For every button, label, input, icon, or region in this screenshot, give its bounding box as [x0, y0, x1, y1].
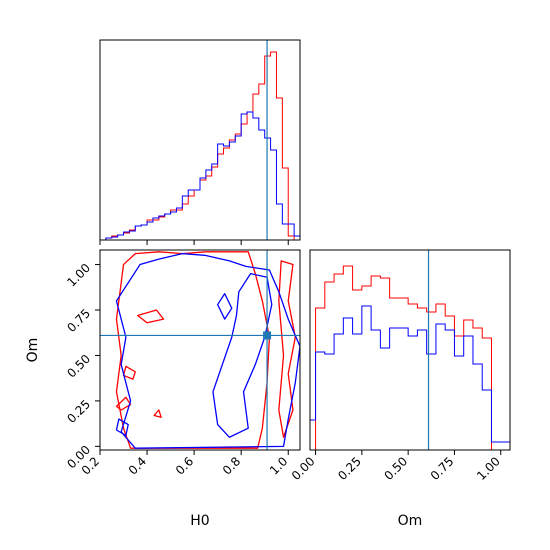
hist-om-frame — [309, 249, 511, 451]
contour-frame — [99, 249, 301, 451]
hist-h0-frame — [99, 39, 301, 241]
contour-run_b-3 — [115, 418, 129, 437]
contour-truth-marker — [263, 331, 272, 340]
contour-run_b-1 — [212, 272, 273, 438]
hist-om-xtick-label-4: 1.00 — [474, 454, 503, 483]
hist-om-xtick-label-2: 0.50 — [381, 454, 410, 483]
contour-run_a-2 — [136, 309, 165, 324]
contour-ytick-label-4: 1.00 — [64, 261, 93, 290]
hist-om-xtick-label-1: 0.25 — [335, 454, 364, 483]
contour-ytick-label-2: 0.50 — [64, 352, 93, 381]
contour-ytick-label-1: 0.25 — [64, 397, 93, 426]
contour-run_b-0 — [115, 252, 300, 449]
contour-run_a-1 — [278, 260, 296, 438]
contour-run_a-5 — [153, 409, 162, 418]
contour-series — [115, 251, 300, 449]
contour-xtick-label-1: 0.4 — [126, 454, 149, 477]
hist-om-run_a — [310, 265, 510, 450]
contour-run_a-4 — [115, 396, 132, 411]
hist-h0-series — [105, 51, 300, 240]
x-axis-label-om: Om — [398, 513, 423, 529]
hist-om-run_b — [310, 305, 510, 450]
contour-run_a-3 — [122, 365, 136, 380]
hist-om-xtick-label-3: 0.75 — [428, 454, 457, 483]
contour-xtick-label-4: 1.0 — [267, 454, 290, 477]
hist-om-series — [310, 265, 510, 450]
hist-h0-run_b — [105, 111, 300, 240]
x-axis-label-h0: H0 — [190, 513, 209, 529]
contour-xtick-label-3: 0.8 — [220, 454, 243, 477]
contour-run_b-2 — [216, 292, 233, 320]
y-axis-label-om: Om — [25, 338, 41, 363]
hist-om-xtick-label-0: 0.00 — [289, 454, 318, 483]
contour-xtick-label-2: 0.6 — [173, 454, 196, 477]
contour-ytick-label-3: 0.75 — [64, 306, 93, 335]
